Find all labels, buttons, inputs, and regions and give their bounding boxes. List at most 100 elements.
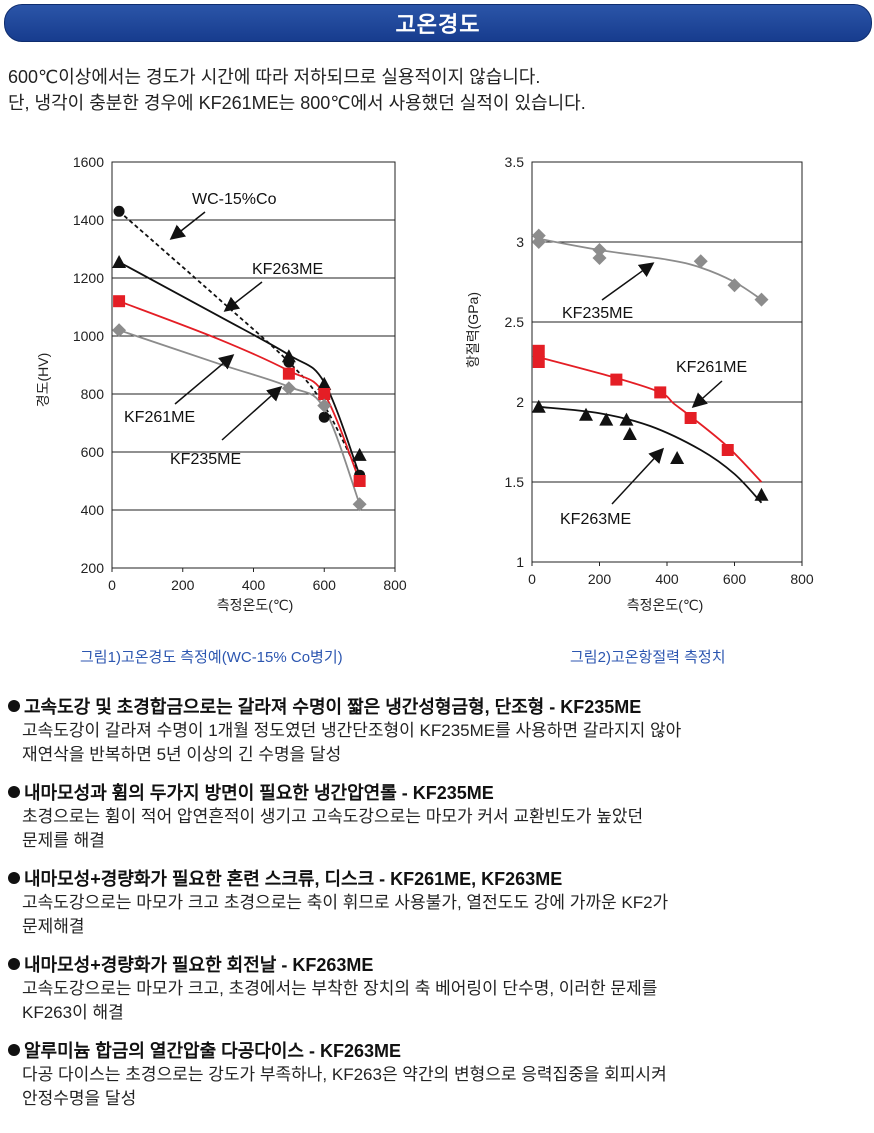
data-point-kf263me xyxy=(579,407,593,421)
intro-text: 600℃이상에서는 경도가 시간에 따라 저하되므로 실용적이지 않습니다. 단… xyxy=(8,64,586,116)
bullet-icon xyxy=(8,872,20,884)
list-item: 내마모성과 휨의 두가지 방면이 필요한 냉간압연롤 - KF235ME 초경으… xyxy=(8,781,868,853)
chart1-ylabel: 경도(HV) xyxy=(35,353,51,408)
data-point-kf263me xyxy=(352,447,367,461)
chart2-label-kf261: KF261ME xyxy=(676,359,747,376)
bullet-icon xyxy=(8,786,20,798)
data-point-kf261me xyxy=(113,295,126,308)
chart2-arrow-kf235 xyxy=(601,262,655,301)
list-item-text: 고속도강으로는 마모가 크고, 초경에서는 부착한 장치의 축 베어링이 단수명… xyxy=(22,979,658,998)
chart1-caption: 그림1)고온경도 측정예(WC-15% Co병기) xyxy=(80,649,343,666)
data-point-kf261me xyxy=(654,386,667,399)
list-item-text: 문제해결 xyxy=(22,917,85,936)
chart2-grid xyxy=(531,161,803,566)
y-tick-label: 1000 xyxy=(73,328,104,344)
chart1-label-kf261: KF261ME xyxy=(124,409,195,426)
chart2-label-kf263: KF263ME xyxy=(560,511,631,528)
chart2-points xyxy=(531,228,769,501)
data-point-kf261me xyxy=(610,373,623,386)
x-tick-label: 0 xyxy=(528,571,536,587)
bullet-icon xyxy=(8,1044,20,1056)
x-tick-label: 0 xyxy=(108,577,116,593)
data-point-kf261me xyxy=(353,475,366,487)
y-tick-label: 200 xyxy=(81,560,105,576)
chart1-grid xyxy=(111,161,396,572)
list-item-text: 다공 다이스는 초경으로는 강도가 부족하나, KF263은 약간의 변형으로 … xyxy=(22,1065,667,1084)
chart1-arrow-kf263 xyxy=(223,281,263,312)
data-point-kf235me xyxy=(112,323,127,338)
series-line-kf263me xyxy=(118,261,361,476)
list-item: 알루미늄 합금의 열간압출 다공다이스 - KF263ME 다공 다이스는 초경… xyxy=(8,1039,868,1111)
y-tick-label: 1.5 xyxy=(505,474,525,490)
plot-frame xyxy=(111,161,396,569)
y-tick-label: 1 xyxy=(516,554,524,570)
list-item-text: 초경으로는 휨이 적어 압연흔적이 생기고 고속도강으로는 마모가 커서 교환빈… xyxy=(22,807,644,826)
data-point-kf235me xyxy=(281,381,296,396)
y-tick-label: 600 xyxy=(81,444,105,460)
series-line-wc-15-co xyxy=(118,210,361,476)
y-tick-label: 2.5 xyxy=(505,314,525,330)
x-tick-label: 200 xyxy=(588,571,612,587)
data-point-kf261me xyxy=(721,444,734,456)
list-item-text: 문제를 해결 xyxy=(22,831,105,850)
y-tick-label: 3.5 xyxy=(505,154,525,170)
data-point-kf261me xyxy=(282,367,295,380)
list-item: 내마모성+경량화가 필요한 혼련 스크류, 디스크 - KF261ME, KF2… xyxy=(8,867,868,939)
chart1-label-kf263: KF263ME xyxy=(252,261,323,278)
list-item-heading: 알루미늄 합금의 열간압출 다공다이스 - KF263ME xyxy=(24,1041,401,1061)
list-item-text: KF263이 해결 xyxy=(22,1003,124,1022)
list-item-text: 재연삭을 반복하면 5년 이상의 긴 수명을 달성 xyxy=(22,745,342,764)
data-point-kf263me xyxy=(531,399,546,413)
data-point-kf235me xyxy=(754,292,769,307)
data-point-kf263me xyxy=(670,451,685,464)
chart1-x-ticks: 0 200 400 600 800 xyxy=(108,577,407,593)
page-title: 고온경도 xyxy=(395,12,481,37)
data-point-kf235me xyxy=(592,251,607,265)
list-item-text: 고속도강으로는 마모가 크고 초경으로는 축이 휘므로 사용불가, 열전도도 강… xyxy=(22,893,669,912)
bullet-icon xyxy=(8,958,20,970)
x-tick-label: 400 xyxy=(655,571,679,587)
data-point-kf235me xyxy=(317,398,332,413)
chart2-arrow-kf261 xyxy=(691,380,723,408)
bullet-icon xyxy=(8,700,20,712)
data-point-wc-15-co xyxy=(113,205,125,217)
data-point-kf235me xyxy=(352,497,367,512)
chart1-label-wc: WC-15%Co xyxy=(192,191,277,208)
x-tick-label: 600 xyxy=(723,571,747,587)
list-item: 고속도강 및 초경합금으로는 갈라져 수명이 짧은 냉간성형금형, 단조형 - … xyxy=(8,695,868,767)
y-tick-label: 800 xyxy=(81,386,105,402)
data-point-kf263me xyxy=(622,427,637,440)
x-tick-label: 400 xyxy=(242,577,266,593)
data-point-kf261me xyxy=(532,356,545,368)
chart1-points xyxy=(112,205,367,512)
chart2-ylabel: 항절력(GPa) xyxy=(465,292,481,368)
data-point-kf263me xyxy=(619,412,634,426)
list-item-heading: 고속도강 및 초경합금으로는 갈라져 수명이 짧은 냉간성형금형, 단조형 - … xyxy=(24,697,642,717)
chart2-label-kf235: KF235ME xyxy=(562,305,633,322)
series-line-kf263me xyxy=(538,405,763,504)
y-tick-label: 400 xyxy=(81,502,105,518)
data-point-kf261me xyxy=(532,344,545,357)
data-point-wc-15-co xyxy=(318,411,330,423)
data-point-kf261me xyxy=(684,412,697,424)
data-point-kf263me xyxy=(281,349,296,363)
chart1-xlabel: 측정온도(℃) xyxy=(217,597,294,613)
data-point-kf263me xyxy=(317,376,332,390)
intro-line-1: 600℃이상에서는 경도가 시간에 따라 저하되므로 실용적이지 않습니다. xyxy=(8,67,541,87)
x-tick-label: 800 xyxy=(790,571,814,587)
x-tick-label: 800 xyxy=(383,577,407,593)
list-item-heading: 내마모성+경량화가 필요한 회전날 - KF263ME xyxy=(24,955,374,975)
bending-strength-chart: 1 1.5 2 2.5 3 3.5 0 200 400 600 800 항절력(GPa) 측정온도… xyxy=(465,154,814,613)
y-tick-label: 2 xyxy=(516,394,524,410)
data-point-kf261me xyxy=(318,388,331,400)
chart2-y-ticks: 1 1.5 2 2.5 3 3.5 xyxy=(505,154,525,570)
title-bar: 고온경도 xyxy=(4,4,872,42)
list-item-text: 고속도강이 갈라져 수명이 1개월 정도였던 냉간단조형이 KF235ME를 사… xyxy=(22,721,682,740)
y-tick-label: 1200 xyxy=(73,270,104,286)
data-point-kf235me xyxy=(693,254,708,269)
data-point-kf235me xyxy=(531,235,546,249)
chart2-x-ticks: 0 200 400 600 800 xyxy=(528,571,814,587)
chart2-caption: 그림2)고온항절력 측정치 xyxy=(570,649,726,666)
chart2-xlabel: 측정온도(℃) xyxy=(627,597,704,613)
